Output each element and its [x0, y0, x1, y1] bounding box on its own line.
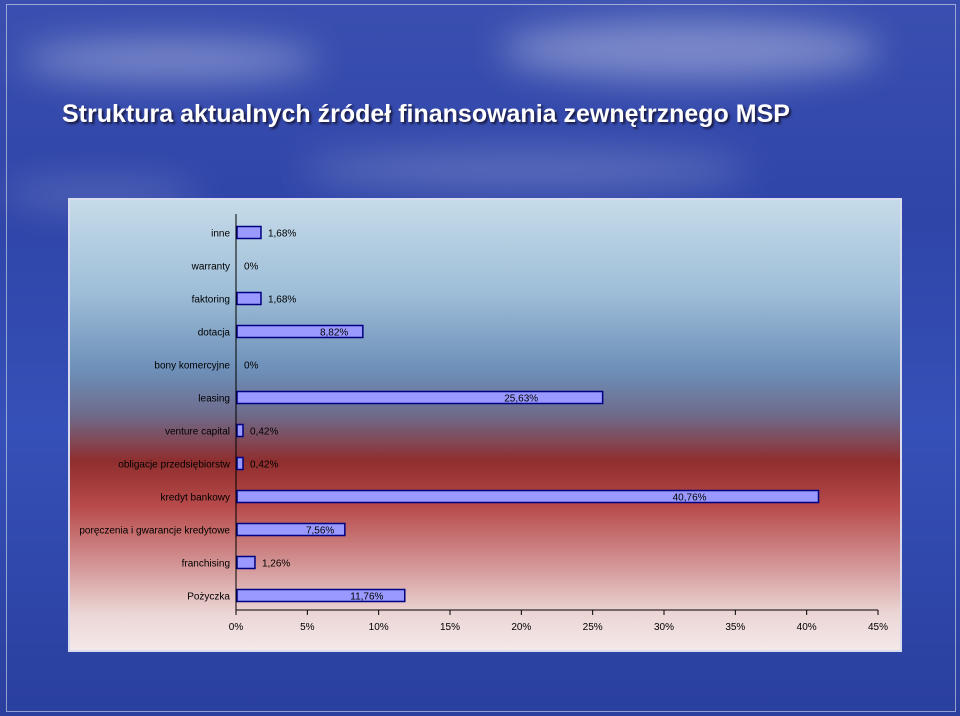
data-label: 40,76% [673, 493, 707, 504]
category-label: bony komercyjne [154, 361, 230, 372]
data-label: 1,26% [262, 559, 290, 570]
bar [236, 291, 262, 306]
category-label: venture capital [165, 427, 230, 438]
x-tick-label: 0% [229, 622, 244, 633]
bar [236, 390, 604, 405]
bar [236, 555, 256, 570]
bar [236, 324, 364, 339]
category-label: kredyt bankowy [161, 493, 230, 504]
bar [236, 225, 262, 240]
category-label: dotacja [198, 328, 231, 339]
data-label: 7,56% [306, 526, 334, 537]
category-label: leasing [198, 394, 230, 405]
category-label: obligacje przedsiębiorstw [118, 460, 231, 471]
x-tick-label: 5% [300, 622, 315, 633]
data-label: 1,68% [268, 229, 296, 240]
x-tick-label: 25% [583, 622, 603, 633]
data-label: 8,82% [320, 328, 348, 339]
bar [236, 588, 406, 603]
data-label: 0,42% [250, 460, 278, 471]
bar [236, 489, 820, 504]
category-label: franchising [182, 559, 230, 570]
category-label: Pożyczka [187, 592, 230, 603]
x-tick-label: 10% [369, 622, 389, 633]
chart-area: inne 1,68% warranty 0% faktoring 1,68% dotacja… [68, 198, 902, 652]
category-label: inne [211, 229, 230, 240]
bar [236, 522, 346, 537]
page-title: Struktura aktualnych źródeł finansowania… [62, 100, 790, 128]
x-tick-label: 15% [440, 622, 460, 633]
category-label: poręczenia i gwarancje kredytowe [79, 526, 230, 537]
x-tick-label: 35% [725, 622, 745, 633]
category-label: warranty [191, 262, 230, 273]
data-label: 0% [244, 361, 259, 372]
bar [236, 456, 244, 471]
data-label: 1,68% [268, 295, 296, 306]
data-label: 25,63% [504, 394, 538, 405]
x-tick-label: 30% [654, 622, 674, 633]
data-label: 0,42% [250, 427, 278, 438]
x-tick-label: 45% [868, 622, 888, 633]
data-label: 0% [244, 262, 259, 273]
x-tick-label: 40% [797, 622, 817, 633]
bar [236, 423, 244, 438]
category-label: faktoring [192, 295, 230, 306]
x-tick-label: 20% [511, 622, 531, 633]
slide-frame [6, 4, 956, 712]
bar-chart: inne 1,68% warranty 0% faktoring 1,68% dotacja… [79, 214, 888, 633]
data-label: 11,76% [350, 592, 383, 603]
